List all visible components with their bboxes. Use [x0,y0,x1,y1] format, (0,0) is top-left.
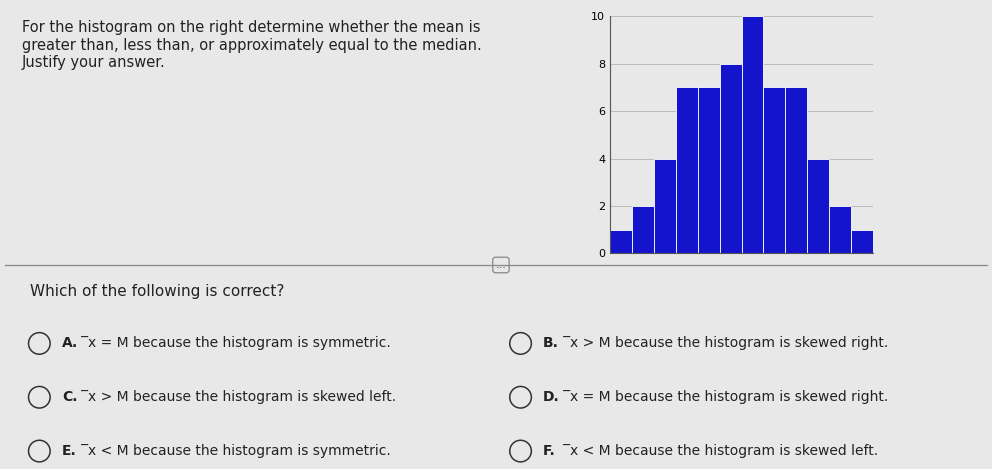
Text: For the histogram on the right determine whether the mean is
greater than, less : For the histogram on the right determine… [22,20,481,70]
Text: C.: C. [62,390,77,404]
Text: ̅x = M because the histogram is symmetric.: ̅x = M because the histogram is symmetri… [88,336,391,350]
Text: E.: E. [62,444,76,458]
Text: A.: A. [62,336,78,350]
Bar [786,88,807,253]
Text: F.: F. [544,444,556,458]
Bar [719,64,741,253]
Bar [610,230,632,253]
Bar [654,159,676,253]
Bar [851,230,873,253]
Bar [829,206,851,253]
Text: ̅x < M because the histogram is skewed left.: ̅x < M because the histogram is skewed l… [569,444,878,458]
Bar [632,206,654,253]
Text: B.: B. [544,336,559,350]
Bar [697,88,719,253]
Bar [807,159,829,253]
Bar [764,88,786,253]
Text: ...: ... [496,260,506,270]
Text: ̅x > M because the histogram is skewed right.: ̅x > M because the histogram is skewed r… [569,336,888,350]
Text: ̅x = M because the histogram is skewed right.: ̅x = M because the histogram is skewed r… [569,390,888,404]
Text: ̅x > M because the histogram is skewed left.: ̅x > M because the histogram is skewed l… [88,390,397,404]
Text: ̅x < M because the histogram is symmetric.: ̅x < M because the histogram is symmetri… [88,444,391,458]
Text: Which of the following is correct?: Which of the following is correct? [30,284,284,299]
Bar [676,88,697,253]
Bar [741,16,764,253]
Text: D.: D. [544,390,559,404]
